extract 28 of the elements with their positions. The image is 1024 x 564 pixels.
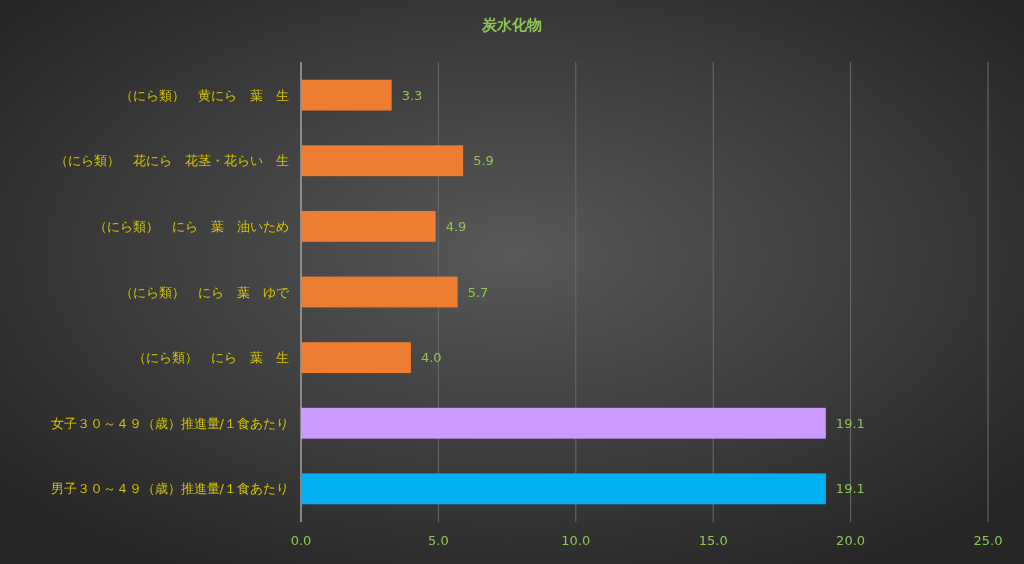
data-label: 3.3 [401, 87, 423, 103]
bar [301, 79, 392, 111]
chart-title: 炭水化物 [481, 16, 542, 34]
x-tick-label: 10.0 [561, 533, 591, 548]
data-label: 4.0 [420, 350, 442, 366]
x-tick-label: 20.0 [836, 533, 866, 548]
x-tick-label: 15.0 [698, 533, 728, 548]
y-tick-label: （にら類） にら 葉 生 [133, 350, 289, 366]
x-tick-label: 25.0 [973, 533, 1003, 548]
bar [301, 210, 436, 242]
x-tick-label: 5.0 [428, 533, 449, 548]
x-tick-label: 0.0 [290, 533, 312, 548]
y-tick-label: （にら類） にら 葉 油いため [94, 218, 289, 234]
bar [301, 342, 411, 374]
y-tick-label: 女子３０～４９（歳）推進量/１食あたり [50, 415, 289, 431]
bar [301, 407, 826, 439]
bar [301, 473, 826, 505]
data-label: 19.1 [835, 481, 865, 497]
y-tick-label: （にら類） 黄にら 葉 生 [120, 87, 289, 103]
y-tick-label: （にら類） 花にら 花茎・花らい 生 [55, 153, 289, 169]
bar [301, 145, 464, 177]
data-label: 5.7 [467, 284, 489, 300]
data-label: 19.1 [835, 415, 865, 431]
data-label: 4.9 [445, 218, 467, 234]
y-tick-label: （にら類） にら 葉 ゆで [120, 284, 290, 300]
y-tick-label: 男子３０～４９（歳）推進量/１食あたり [50, 481, 289, 497]
bar [301, 276, 458, 308]
data-label: 5.9 [473, 153, 494, 169]
